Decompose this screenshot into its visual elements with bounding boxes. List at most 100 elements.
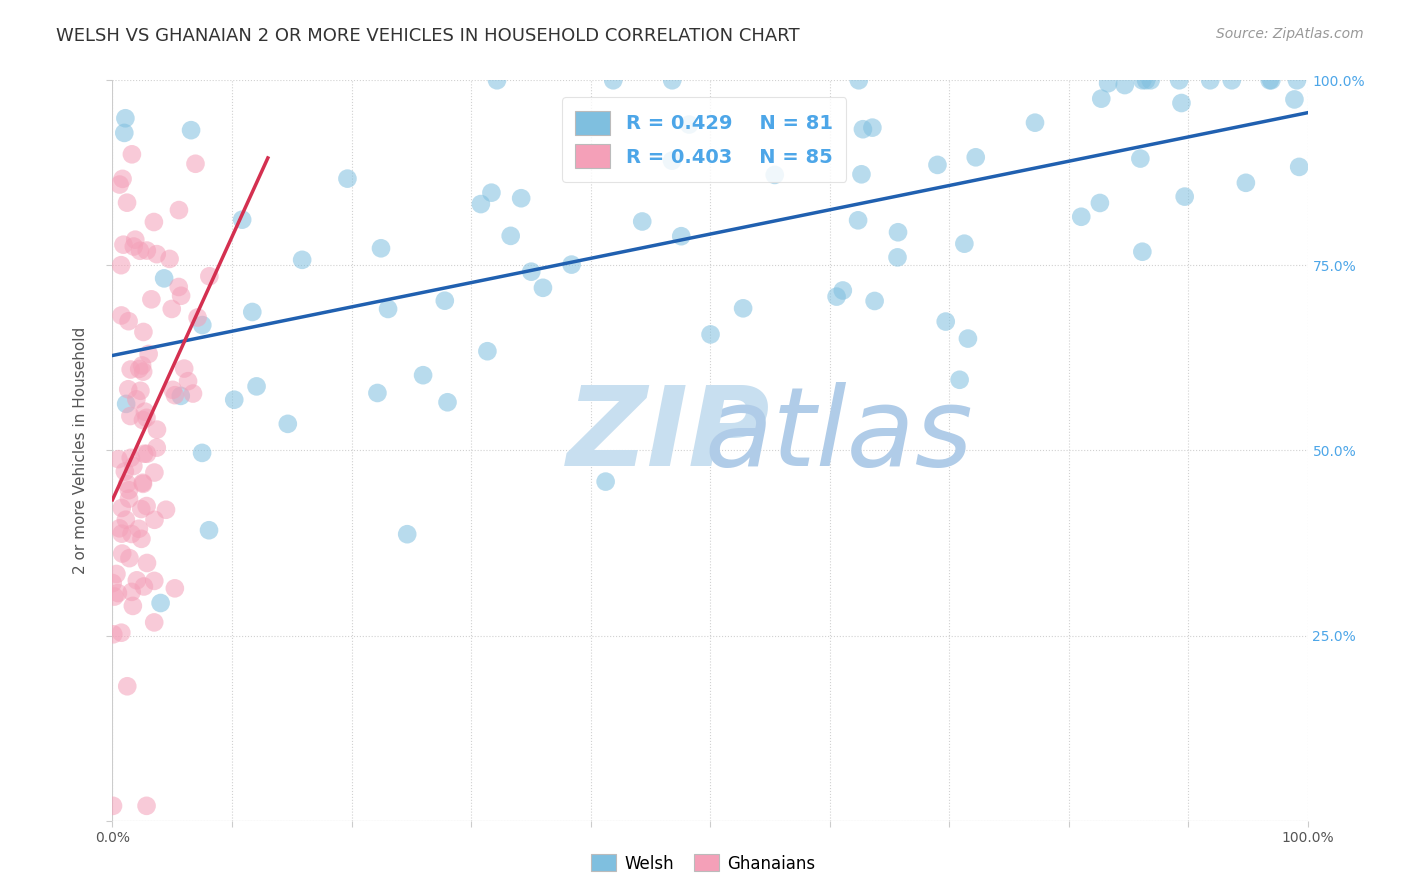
Point	[163, 388, 186, 402]
Point	[187, 310, 209, 325]
Point	[135, 499, 157, 513]
Point	[111, 526, 134, 541]
Point	[118, 551, 141, 566]
Point	[1070, 210, 1092, 224]
Point	[595, 475, 617, 489]
Point	[131, 532, 153, 546]
Point	[155, 502, 177, 516]
Legend: Welsh, Ghanaians: Welsh, Ghanaians	[583, 847, 823, 880]
Point	[111, 500, 134, 515]
Point	[135, 410, 157, 425]
Point	[1260, 73, 1282, 87]
Point	[110, 309, 132, 323]
Point	[198, 523, 221, 537]
Point	[848, 73, 870, 87]
Point	[531, 281, 554, 295]
Point	[121, 599, 143, 613]
Point	[198, 269, 221, 284]
Point	[887, 225, 910, 239]
Point	[486, 73, 509, 87]
Point	[145, 441, 167, 455]
Point	[520, 265, 543, 279]
Point	[136, 447, 159, 461]
Point	[602, 73, 624, 87]
Point	[1097, 76, 1119, 90]
Point	[181, 386, 204, 401]
Point	[763, 168, 786, 182]
Point	[191, 446, 214, 460]
Point	[115, 513, 138, 527]
Point	[949, 373, 972, 387]
Point	[436, 395, 458, 409]
Point	[143, 574, 166, 588]
Point	[143, 466, 166, 480]
Point	[128, 522, 150, 536]
Point	[1284, 92, 1306, 106]
Point	[115, 195, 138, 210]
Point	[291, 252, 314, 267]
Point	[1234, 176, 1257, 190]
Point	[118, 491, 141, 506]
Point	[170, 389, 193, 403]
Point	[1114, 78, 1136, 92]
Point	[1139, 73, 1161, 87]
Point	[149, 596, 172, 610]
Point	[120, 362, 142, 376]
Point	[103, 590, 125, 604]
Point	[111, 547, 134, 561]
Point	[965, 150, 987, 164]
Point	[1088, 196, 1111, 211]
Point	[114, 465, 136, 479]
Point	[224, 392, 246, 407]
Point	[141, 293, 163, 307]
Point	[117, 314, 139, 328]
Point	[128, 362, 150, 376]
Point	[132, 365, 155, 379]
Point	[124, 233, 146, 247]
Point	[561, 258, 583, 272]
Point	[118, 483, 141, 498]
Point	[477, 344, 499, 359]
Point	[112, 126, 135, 140]
Point	[1132, 73, 1154, 87]
Point	[117, 382, 139, 396]
Point	[1288, 160, 1310, 174]
Point	[134, 404, 156, 418]
Point	[132, 476, 155, 491]
Point	[115, 476, 138, 491]
Point	[1170, 95, 1192, 110]
Point	[132, 325, 155, 339]
Point	[105, 566, 128, 581]
Point	[863, 293, 886, 308]
Point	[699, 327, 721, 342]
Point	[377, 301, 399, 316]
Point	[481, 186, 503, 200]
Point	[184, 157, 207, 171]
Point	[671, 229, 693, 244]
Point	[1024, 116, 1046, 130]
Point	[191, 318, 214, 332]
Point	[1285, 73, 1308, 87]
Point	[852, 122, 875, 136]
Point	[101, 576, 124, 591]
Point	[851, 167, 873, 181]
Point	[1174, 189, 1197, 203]
Point	[121, 147, 143, 161]
Point	[846, 213, 869, 227]
Point	[129, 384, 152, 398]
Point	[1258, 73, 1281, 87]
Point	[470, 197, 492, 211]
Point	[412, 368, 434, 383]
Point	[366, 386, 388, 401]
Point	[129, 244, 152, 258]
Point	[661, 73, 683, 87]
Point	[138, 347, 160, 361]
Point	[159, 252, 181, 266]
Point	[1199, 73, 1222, 87]
Point	[1168, 73, 1191, 87]
Point	[101, 798, 124, 813]
Point	[733, 301, 755, 316]
Point	[129, 502, 152, 516]
Legend: R = 0.429    N = 81, R = 0.403    N = 85: R = 0.429 N = 81, R = 0.403 N = 85	[561, 97, 846, 182]
Point	[131, 475, 153, 490]
